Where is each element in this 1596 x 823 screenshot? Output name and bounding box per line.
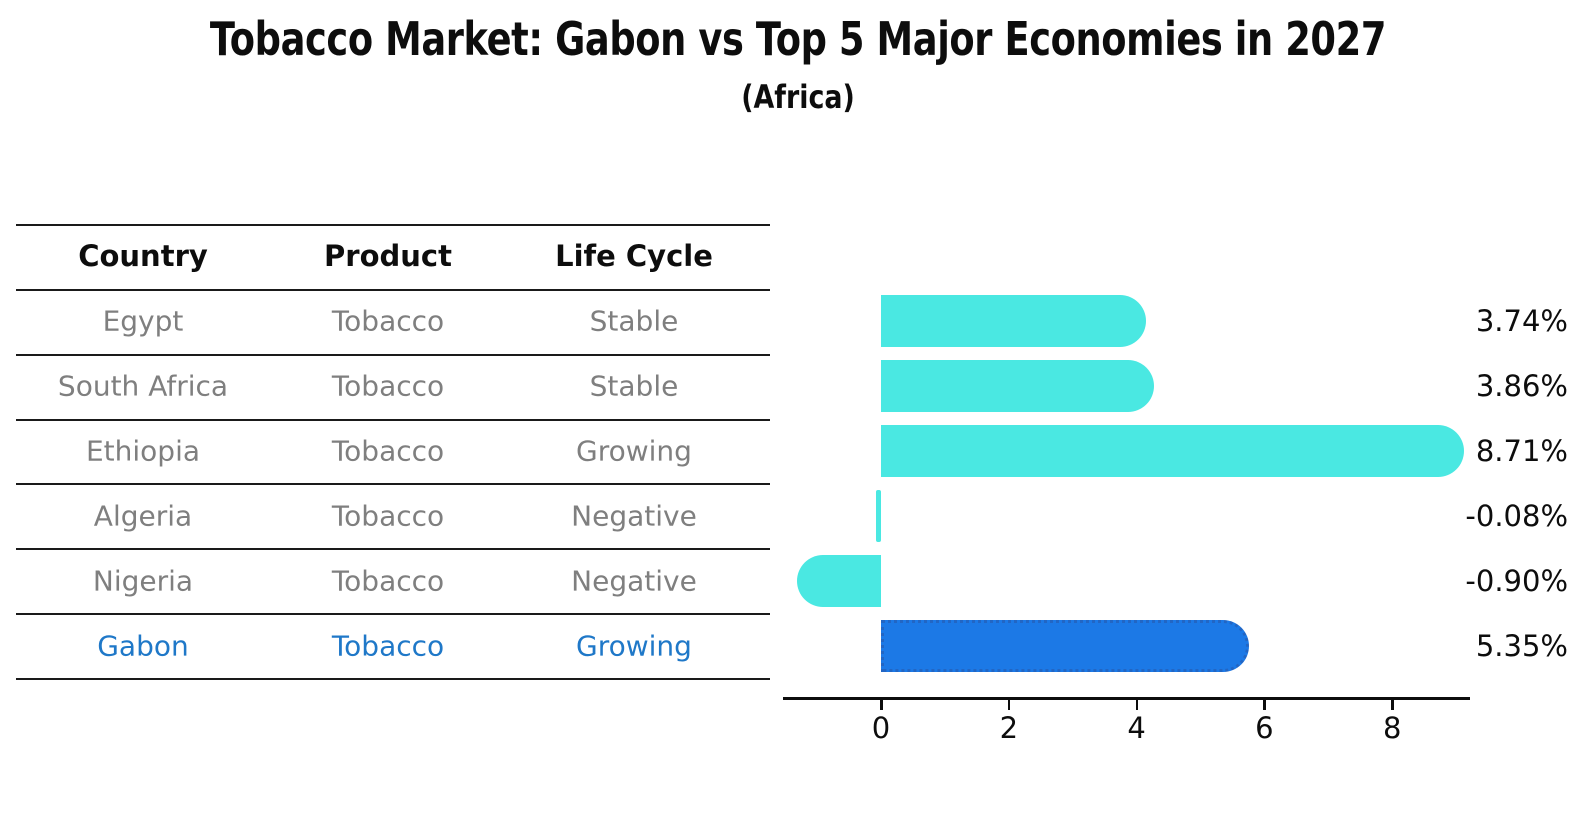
chart-title: Tobacco Market: Gabon vs Top 5 Major Eco… — [209, 12, 1387, 66]
table-cell-product: Tobacco — [331, 434, 445, 468]
bar-nigeria — [797, 554, 881, 607]
table-cell-product: Tobacco — [331, 564, 445, 598]
table-divider-line — [16, 613, 770, 616]
x-axis-tick-label: 0 — [871, 711, 891, 745]
table-cell-life_cycle: Stable — [589, 369, 679, 403]
bar-value-label: 3.74% — [1475, 304, 1568, 339]
table-cell-life_cycle: Growing — [576, 629, 692, 663]
table-divider-line — [16, 678, 770, 680]
bar-value-label: 8.71% — [1475, 434, 1568, 468]
x-axis-tick-label: 8 — [1382, 711, 1402, 745]
bar-egypt — [881, 295, 1146, 348]
table-header-life-cycle: Life Cycle — [555, 239, 713, 274]
bar-value-label: -0.90% — [1465, 563, 1568, 598]
table-cell-product: Tobacco — [331, 499, 445, 533]
table-divider-line — [16, 224, 770, 226]
x-axis-line — [783, 697, 1470, 700]
table-divider-line — [16, 548, 770, 551]
x-axis-tick — [1391, 700, 1394, 710]
table-header-product: Product — [324, 239, 452, 274]
table-divider-line — [16, 418, 770, 421]
table-cell-life_cycle: Stable — [589, 304, 679, 338]
x-axis-tick-label: 6 — [1255, 711, 1274, 745]
table-cell-country: Ethiopia — [85, 434, 201, 468]
x-axis-tick-label: 4 — [1127, 711, 1146, 745]
table-cell-product: Tobacco — [331, 304, 445, 338]
table-cell-country: Nigeria — [92, 564, 194, 598]
x-axis-tick — [1007, 700, 1011, 710]
table-cell-life_cycle: Negative — [571, 499, 697, 533]
table-cell-country: Egypt — [102, 304, 184, 338]
bar-value-label: 3.86% — [1475, 369, 1568, 404]
bar-south-africa — [881, 360, 1154, 413]
table-header-country: Country — [78, 239, 208, 274]
table-cell-country: Gabon — [97, 629, 189, 663]
table-cell-country: Algeria — [93, 499, 193, 533]
x-axis-tick — [880, 700, 883, 710]
table-cell-life_cycle: Growing — [576, 434, 692, 468]
table-cell-product: Tobacco — [331, 629, 445, 663]
bar-ethiopia — [881, 425, 1464, 477]
table-divider-line — [16, 288, 770, 291]
chart-subtitle: (Africa) — [741, 78, 855, 116]
bar-gabon — [881, 619, 1249, 672]
bar-algeria — [875, 489, 881, 542]
x-axis-tick-label: 2 — [999, 711, 1019, 745]
table-divider-line — [16, 483, 770, 486]
table-cell-life_cycle: Negative — [571, 564, 697, 598]
x-axis-tick — [1263, 700, 1266, 710]
bar-value-label: -0.08% — [1465, 498, 1568, 533]
x-axis-tick — [1135, 700, 1139, 710]
table-cell-product: Tobacco — [331, 369, 445, 403]
bar-value-label: 5.35% — [1475, 628, 1568, 663]
table-cell-country: South Africa — [57, 369, 229, 403]
table-divider-line — [16, 353, 770, 356]
